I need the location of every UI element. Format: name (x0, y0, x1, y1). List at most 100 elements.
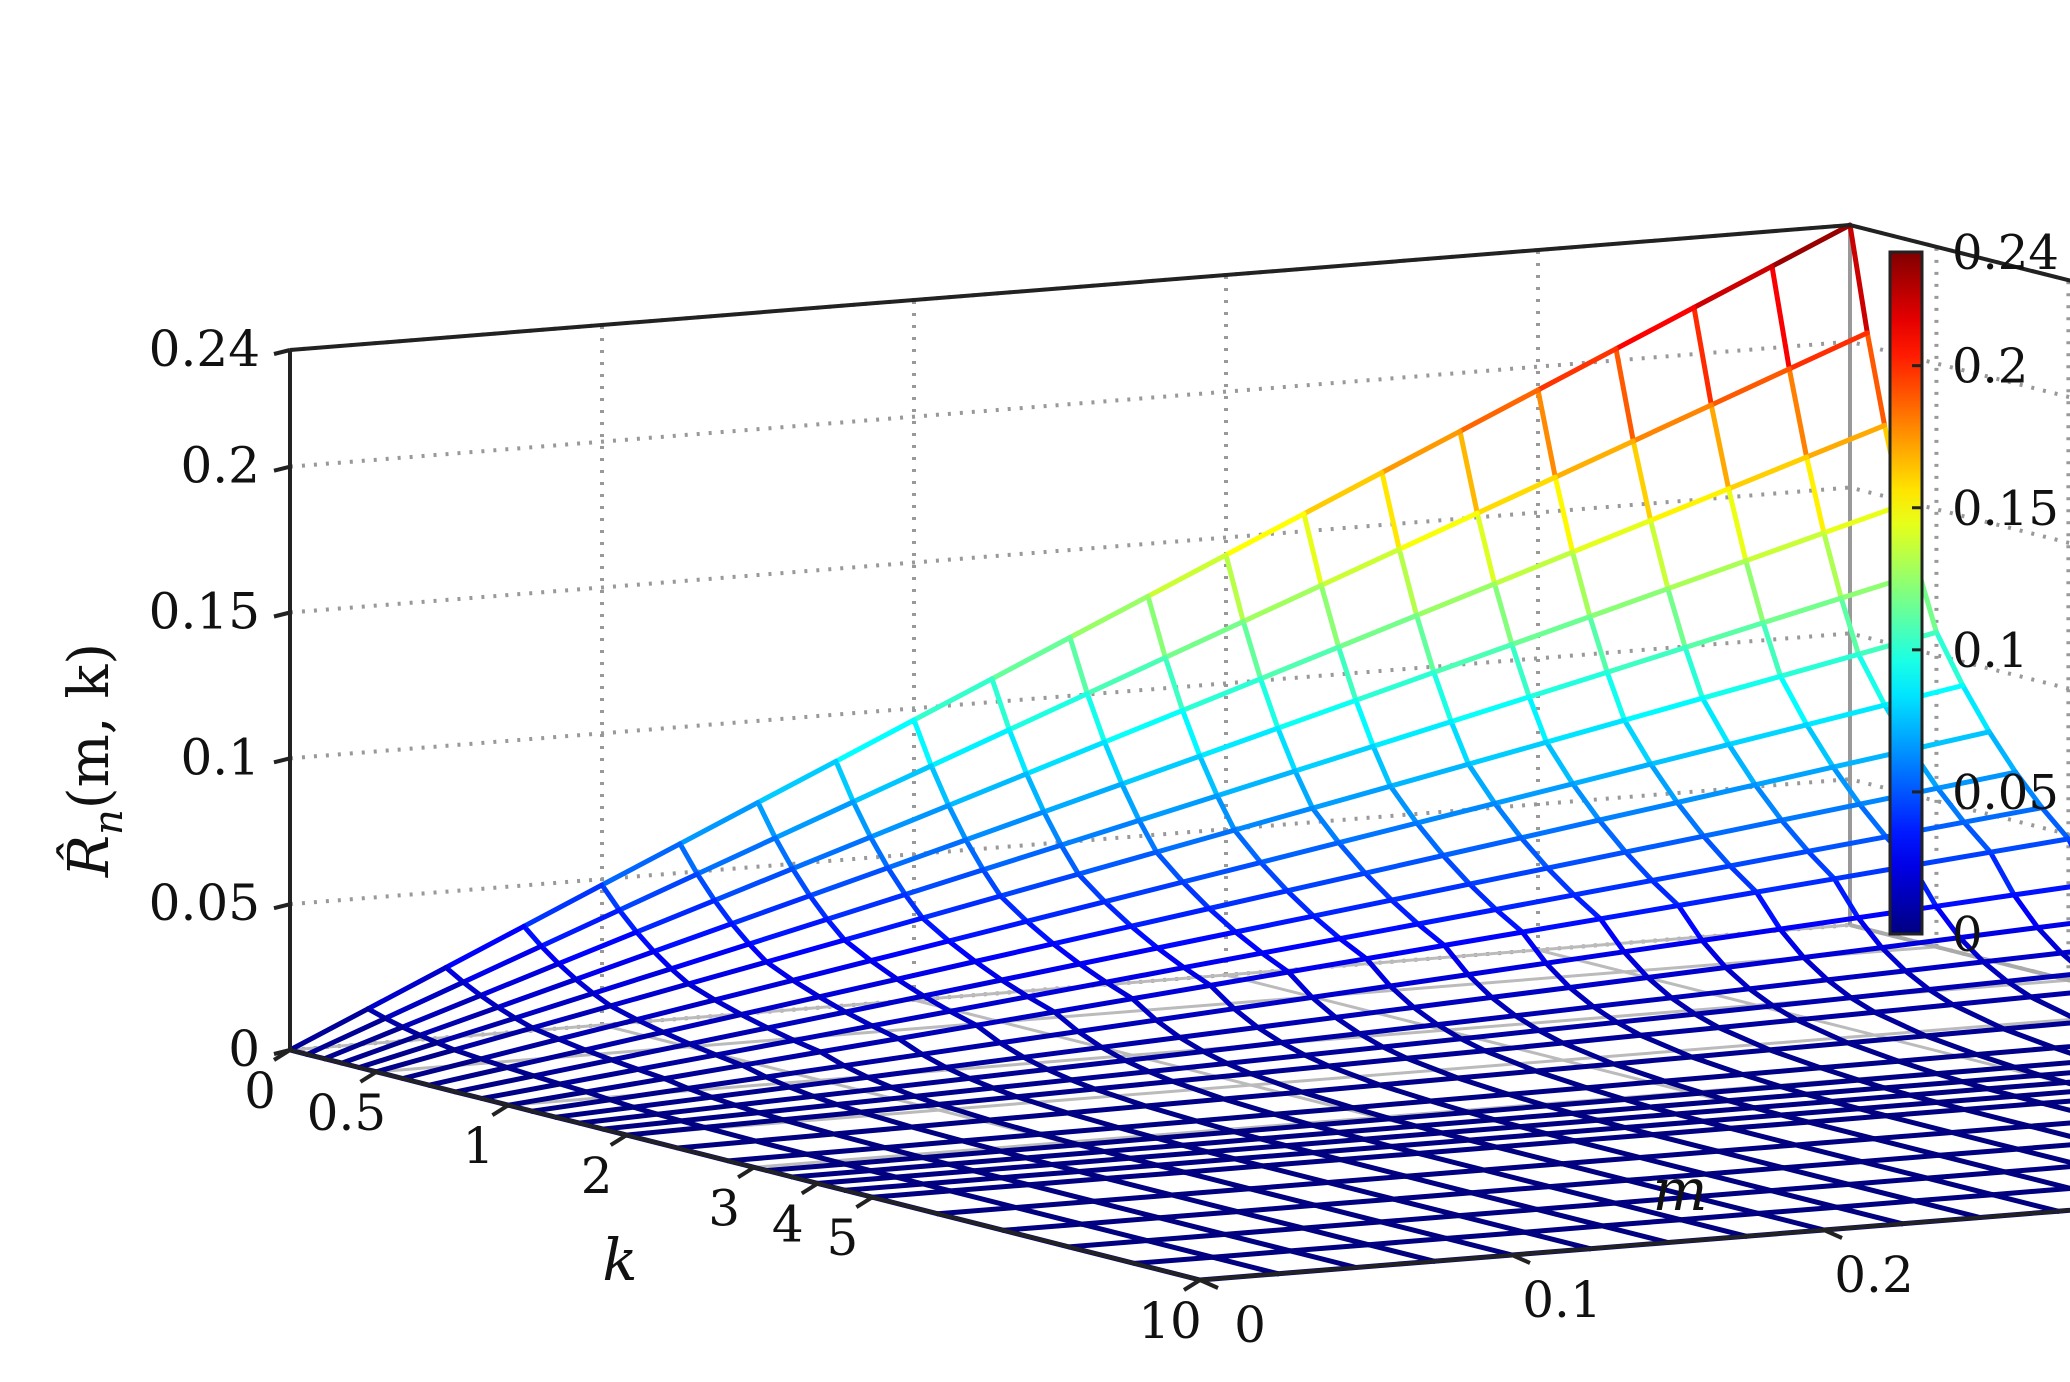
mesh-segment (2014, 1146, 2070, 1165)
mesh-segment (1356, 1022, 1440, 1037)
mesh-segment (928, 763, 952, 808)
mesh-segment (521, 882, 605, 929)
mesh-segment (1567, 985, 1596, 1010)
mesh-segment (1465, 972, 1495, 1000)
mesh-segment (1377, 1082, 1434, 1104)
mesh-segment (842, 915, 925, 943)
mesh-segment (1726, 741, 1758, 788)
mesh-segment (772, 835, 796, 872)
mesh-segment (1701, 817, 1785, 839)
mesh-segment (1805, 834, 1889, 854)
mesh-segment (1387, 972, 1471, 989)
mesh-segment (1768, 1188, 1839, 1210)
mesh-segment (1690, 1188, 1774, 1200)
mesh-segment (947, 1008, 979, 1028)
mesh-segment (936, 1094, 1020, 1107)
k-tick (609, 1133, 628, 1147)
mesh-segment (1455, 1068, 1539, 1081)
mesh-segment (920, 915, 952, 944)
mesh-segment (780, 1117, 837, 1137)
mesh-segment (1363, 956, 1393, 989)
mesh-segment (382, 979, 466, 1021)
z-tick-label: 0.2 (180, 437, 260, 495)
mesh-segment (1767, 1040, 1851, 1053)
mesh-segment (1248, 1063, 1332, 1077)
mesh-segment (1415, 921, 1447, 948)
mesh-segment (1801, 955, 1830, 983)
mesh-segment (460, 979, 484, 998)
mesh-segment (1302, 1044, 1386, 1058)
mesh-segment (1232, 827, 1264, 865)
mesh-segment (1300, 1219, 1384, 1231)
mesh-segment (1050, 941, 1083, 967)
mesh-segment (2004, 972, 2070, 984)
mesh-segment (1006, 727, 1030, 777)
mesh-segment (1301, 511, 1324, 588)
mesh-segment (738, 994, 822, 1017)
mesh-segment (1543, 949, 1627, 966)
mesh-segment (1544, 1097, 1628, 1109)
mesh-segment (1985, 1080, 2069, 1092)
mesh-segment (1950, 1002, 2007, 1032)
mesh-segment (1136, 817, 1159, 855)
mesh-segment (1129, 996, 1159, 1023)
mesh-segment (980, 867, 1003, 899)
mesh-segment (1517, 1117, 1601, 1130)
mesh-segment (935, 1205, 1019, 1217)
mesh-segment (869, 1188, 953, 1200)
mesh-segment (1543, 960, 1573, 990)
mesh-segment (1041, 781, 1125, 815)
mesh-segment (1794, 1017, 1851, 1046)
mesh-segment (810, 1084, 894, 1099)
mesh-segment (1587, 614, 1610, 675)
mesh-segment (1300, 1225, 1371, 1248)
mesh-segment (1232, 1150, 1316, 1162)
mesh-segment (1560, 1040, 1617, 1067)
mesh-segment (764, 937, 847, 965)
mesh-segment (1051, 996, 1135, 1015)
mesh-segment (1441, 929, 1525, 948)
mesh-segment (1336, 644, 1359, 703)
mesh-segment (1038, 1125, 1122, 1137)
k-tick-label: 4 (772, 1195, 804, 1253)
mesh-segment (1933, 892, 2017, 909)
mesh-segment (2002, 1164, 2070, 1175)
mesh-segment (1723, 955, 1807, 970)
mesh-segment (1337, 1150, 1421, 1163)
mesh-segment (1668, 995, 1698, 1017)
mesh-segment (815, 1174, 899, 1186)
mesh-segment (946, 918, 1030, 944)
mesh-segment (478, 961, 562, 998)
mesh-segment (1180, 676, 1264, 713)
mesh-segment (1024, 739, 1108, 777)
mesh-segment (1830, 764, 1863, 807)
mesh-segment (1068, 1069, 1152, 1083)
mesh-segment (1957, 935, 1986, 965)
mesh-segment (909, 1117, 993, 1130)
mesh-segment (1834, 1204, 1905, 1227)
mesh-segment (1353, 669, 1437, 703)
mesh-segment (1465, 960, 1549, 978)
mesh-segment (1794, 1009, 1878, 1023)
mesh-segment (1974, 1052, 2018, 1070)
mesh-segment (1181, 1163, 1265, 1175)
mesh-segment (1526, 694, 1549, 745)
mesh-segment (505, 1089, 589, 1108)
mesh-segment (1612, 1200, 1683, 1223)
mesh-segment (1804, 422, 1888, 460)
mesh-segment (1128, 906, 1212, 929)
mesh-segment (478, 992, 501, 1010)
mesh-segment (1014, 1086, 1098, 1100)
m-tick-label: 0 (1234, 1296, 1266, 1354)
mesh-segment (1630, 402, 1714, 444)
mesh-segment (1154, 1156, 1238, 1168)
z-gridline (289, 222, 2070, 352)
mesh-segment (1156, 1215, 1228, 1237)
mesh-segment (660, 1029, 693, 1047)
mesh-segment (1752, 782, 1785, 823)
mesh-segment (1600, 1217, 1683, 1229)
mesh-segment (1622, 1118, 1706, 1130)
z-axis-title: R̂n(m, k) (55, 643, 132, 878)
mesh-segment (1145, 593, 1168, 660)
mesh-segment (1699, 926, 1783, 943)
